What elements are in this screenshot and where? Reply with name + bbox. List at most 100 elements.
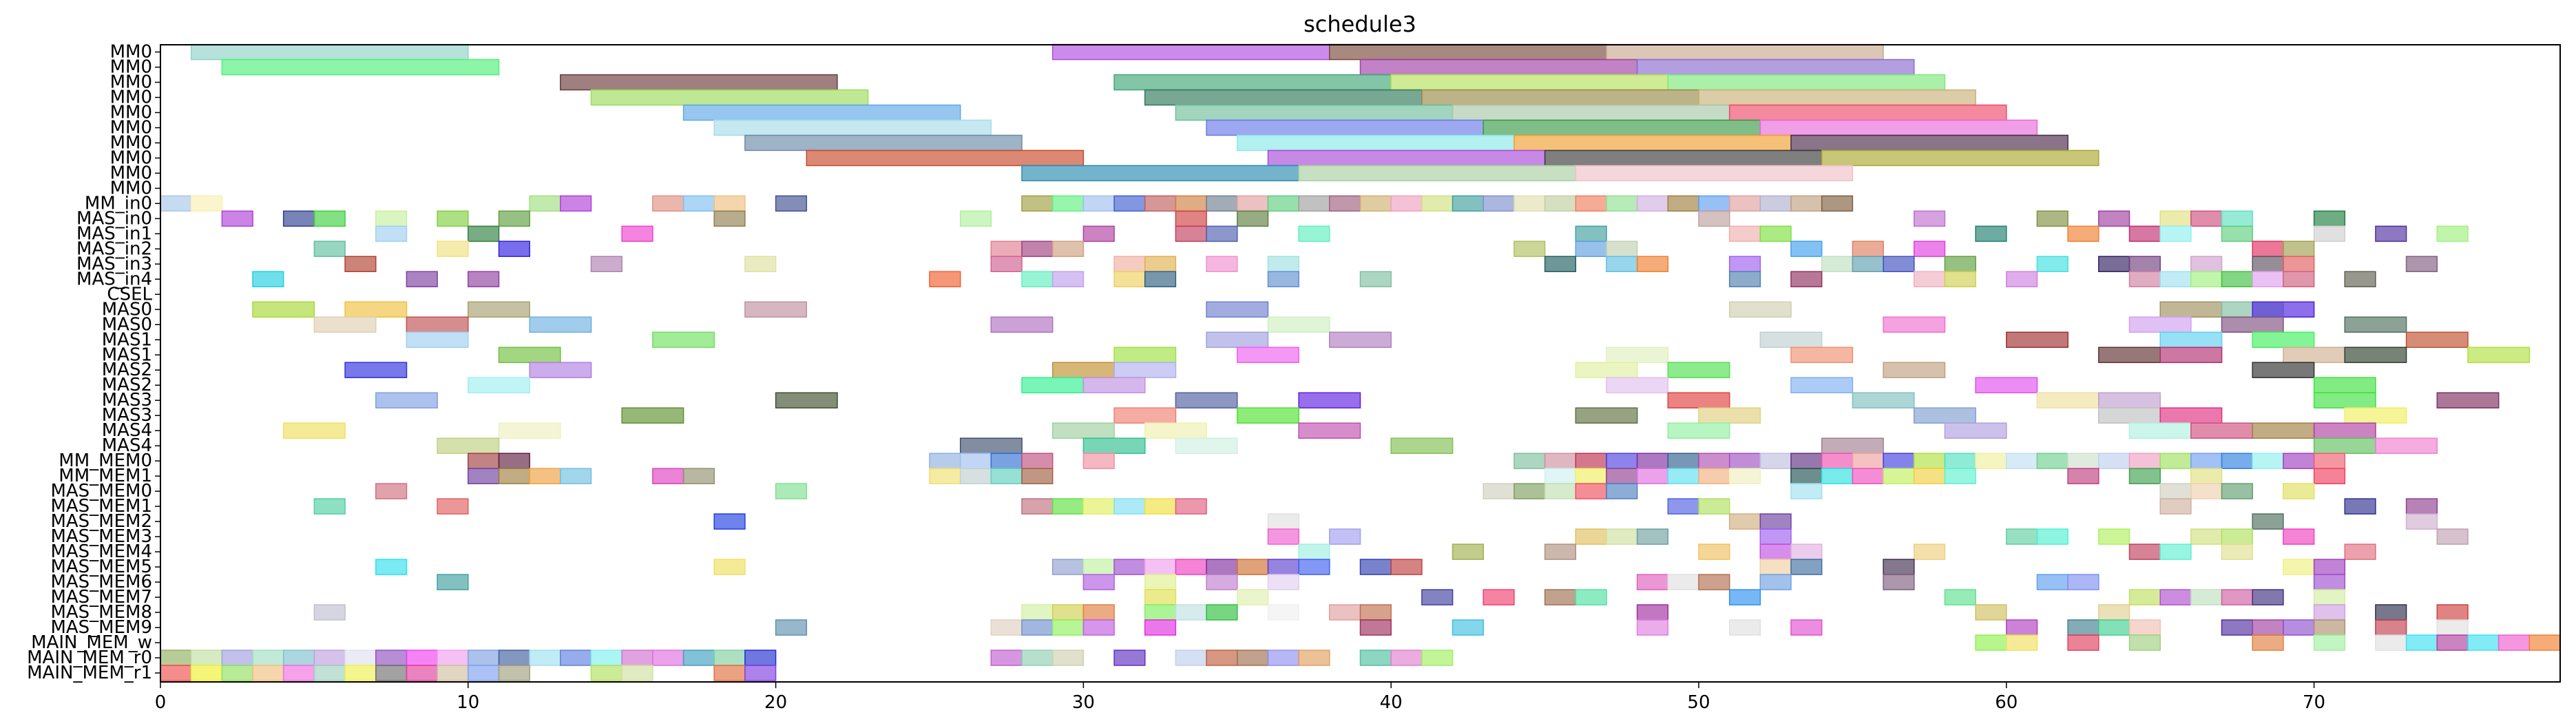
task-bar bbox=[437, 650, 469, 666]
task-bar bbox=[1175, 604, 1207, 621]
task-bar bbox=[375, 665, 408, 681]
y-tick-label: MAS_MEM5 bbox=[50, 557, 152, 577]
task-bar bbox=[1544, 468, 1577, 484]
y-tick-label: MM0 bbox=[110, 72, 152, 92]
task-bar bbox=[2344, 316, 2407, 333]
y-tick-label: MM0 bbox=[110, 178, 152, 198]
task-bar bbox=[498, 468, 530, 484]
task-bar bbox=[498, 453, 530, 469]
task-bar bbox=[1544, 483, 1577, 499]
task-bar bbox=[713, 195, 746, 212]
task-bar bbox=[2036, 256, 2069, 273]
task-bar bbox=[2221, 543, 2253, 560]
task-bar bbox=[1575, 453, 1607, 469]
task-bar bbox=[2344, 271, 2376, 288]
task-bar bbox=[1698, 543, 1730, 560]
task-bar bbox=[1606, 483, 1638, 499]
task-bar bbox=[2313, 392, 2376, 408]
y-tick-label: MM0 bbox=[110, 42, 152, 63]
task-bar bbox=[1975, 634, 2007, 651]
task-bar bbox=[1821, 256, 1854, 273]
task-bar bbox=[468, 271, 500, 288]
task-bar bbox=[682, 468, 715, 484]
task-bar bbox=[590, 650, 622, 666]
task-bar bbox=[406, 271, 438, 288]
task-bar bbox=[1452, 543, 1484, 560]
task-bar bbox=[1175, 559, 1207, 575]
task-bar bbox=[1113, 271, 1146, 288]
task-bar bbox=[1390, 437, 1454, 454]
task-bar bbox=[1913, 468, 1946, 484]
task-bar bbox=[375, 225, 408, 242]
y-tick-label: MM_MEM0 bbox=[59, 450, 152, 471]
task-bar bbox=[498, 346, 561, 364]
task-bar bbox=[468, 665, 500, 681]
task-bar bbox=[2252, 331, 2315, 349]
task-bar bbox=[1575, 225, 1607, 242]
task-bar bbox=[1667, 453, 1699, 469]
task-bar bbox=[1759, 513, 1792, 530]
task-bar bbox=[2283, 256, 2315, 273]
task-bar bbox=[1728, 225, 1761, 242]
task-bar bbox=[775, 195, 808, 212]
task-bar bbox=[2436, 392, 2500, 408]
task-bar bbox=[1544, 149, 1823, 167]
task-bar bbox=[590, 665, 622, 681]
task-bar bbox=[2283, 271, 2315, 288]
task-bar bbox=[2006, 271, 2038, 288]
task-bar bbox=[2221, 225, 2253, 242]
task-bar bbox=[1698, 498, 1730, 515]
task-bar bbox=[1144, 89, 1423, 106]
task-bar bbox=[560, 650, 592, 666]
task-bar bbox=[929, 453, 961, 469]
y-tick-label: MAS_MEM7 bbox=[50, 587, 152, 608]
task-bar bbox=[560, 468, 592, 484]
task-bar bbox=[560, 74, 838, 91]
task-bar bbox=[1728, 619, 1761, 636]
task-bar bbox=[1021, 650, 1054, 666]
task-bar bbox=[990, 468, 1023, 484]
task-bar bbox=[1698, 210, 1730, 227]
task-bar bbox=[1144, 195, 1177, 212]
task-bar bbox=[2313, 422, 2376, 439]
task-bar bbox=[2313, 437, 2376, 454]
task-bar bbox=[498, 650, 530, 666]
task-bar bbox=[2190, 256, 2223, 273]
task-bar bbox=[2128, 468, 2161, 484]
task-bar bbox=[652, 650, 684, 666]
task-bar bbox=[282, 422, 346, 439]
task-bar bbox=[2190, 528, 2223, 545]
task-bar bbox=[1790, 453, 1823, 469]
task-bar bbox=[744, 650, 777, 666]
task-bar bbox=[344, 362, 408, 378]
task-bar bbox=[1237, 346, 1299, 364]
task-bar bbox=[406, 650, 438, 666]
task-bar bbox=[2128, 543, 2161, 560]
task-bar bbox=[221, 210, 253, 227]
task-bar bbox=[1575, 483, 1607, 499]
task-bar bbox=[1636, 453, 1669, 469]
task-bar bbox=[1359, 604, 1392, 621]
task-bar bbox=[1790, 619, 1823, 636]
task-bar bbox=[468, 468, 500, 484]
task-bar bbox=[1606, 377, 1669, 393]
task-bar bbox=[744, 301, 808, 318]
task-bar bbox=[437, 665, 469, 681]
task-bar bbox=[1359, 59, 1638, 76]
y-tick-label: MAS3 bbox=[102, 405, 152, 426]
task-bar bbox=[1728, 104, 2007, 121]
task-bar bbox=[2375, 225, 2407, 242]
task-bar bbox=[1359, 559, 1392, 575]
task-bar bbox=[1421, 89, 1699, 106]
task-bar bbox=[221, 650, 253, 666]
task-bar bbox=[1759, 331, 1823, 349]
task-bar bbox=[1267, 650, 1299, 666]
task-bar bbox=[1759, 195, 1792, 212]
task-bar bbox=[529, 362, 592, 378]
task-bar bbox=[190, 195, 223, 212]
task-bar bbox=[1051, 422, 1115, 439]
task-bar bbox=[2036, 210, 2069, 227]
task-bar bbox=[1237, 589, 1269, 605]
task-bar bbox=[2006, 453, 2038, 469]
